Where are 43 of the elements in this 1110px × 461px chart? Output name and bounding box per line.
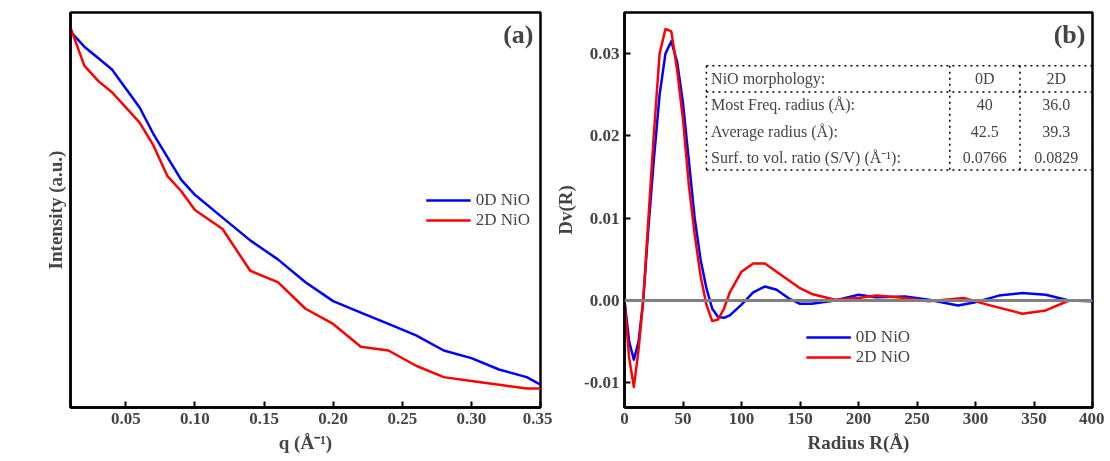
y-tick-label: 0.00 <box>589 291 620 311</box>
x-tick-label: 300 <box>962 408 989 428</box>
x-tick-label: 250 <box>904 408 930 428</box>
x-axis-title: q (Å⁻¹) <box>278 431 333 454</box>
y-axis-title: Intensity (a.u.) <box>44 150 67 270</box>
x-tick-label: 0.20 <box>318 408 349 428</box>
x-tick-label: 0.10 <box>180 408 210 428</box>
annotation: 2D <box>1046 70 1067 88</box>
x-tick-label: 50 <box>674 408 692 428</box>
x-tick-label: 400 <box>1079 408 1105 428</box>
x-tick-label: 200 <box>845 408 872 428</box>
chart-title: (b) <box>1053 20 1086 50</box>
legend-label: 2D NiO <box>475 209 530 230</box>
y-tick-label: -0.01 <box>584 373 620 393</box>
annotation: 0.0766 <box>962 148 1007 166</box>
x-tick-label: 0.30 <box>456 408 487 428</box>
annotation: 36.0 <box>1042 96 1071 114</box>
annotation: 0.0829 <box>1034 148 1079 166</box>
chart-title: (a) <box>503 20 534 50</box>
annotation: 40 <box>976 96 993 114</box>
x-tick-label: 0 <box>620 408 629 428</box>
x-tick-label: 0.35 <box>522 408 553 428</box>
annotation: Surf. to vol. ratio (S/V) (Å⁻¹): <box>711 148 901 167</box>
y-axis-title: Dv(R) <box>555 185 578 235</box>
annotation: Most Freq. radius (Å): <box>711 96 856 115</box>
legend-label: 0D NiO <box>855 327 911 347</box>
x-tick-label: 0.05 <box>110 408 141 428</box>
y-tick-label: 0.02 <box>589 126 620 146</box>
annotation: 39.3 <box>1042 122 1071 140</box>
x-tick-label: 150 <box>787 408 813 428</box>
annotation: 0D <box>975 70 995 88</box>
x-tick-label: 0.25 <box>387 408 418 428</box>
annotation: 42.5 <box>970 122 999 140</box>
x-tick-label: 100 <box>728 408 755 428</box>
legend-label: 2D NiO <box>855 347 911 367</box>
y-tick-label: 0.01 <box>589 208 620 228</box>
x-tick-label: 0.15 <box>249 408 279 428</box>
annotation: NiO morphology: <box>711 70 826 89</box>
annotation: Average radius (Å): <box>711 122 838 141</box>
x-axis-title: Radius R(Å) <box>807 431 910 454</box>
x-tick-label: 350 <box>1021 408 1047 428</box>
y-tick-label: 0.03 <box>589 44 620 64</box>
legend-label: 0D NiO <box>475 189 530 210</box>
